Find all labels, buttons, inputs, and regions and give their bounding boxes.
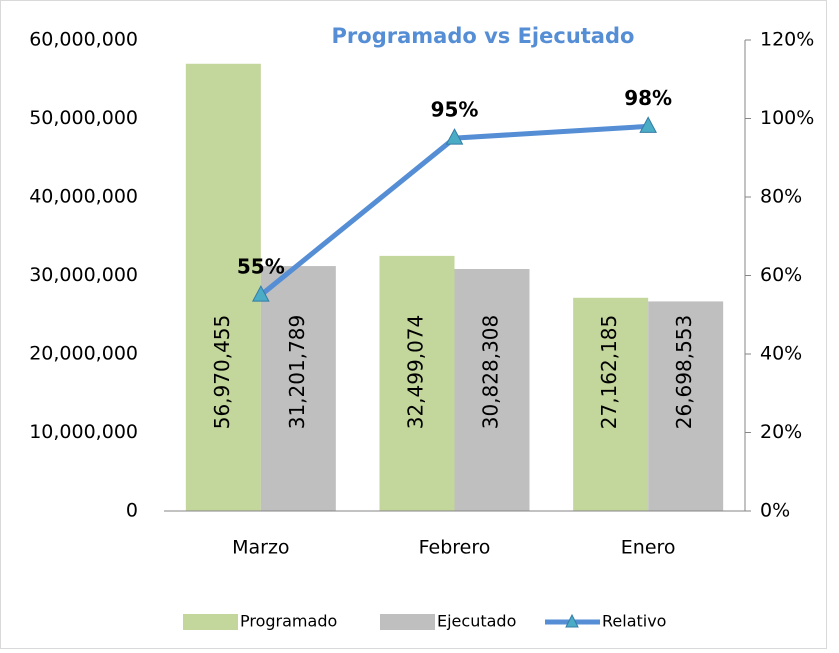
y2-tick-label: 20% xyxy=(760,421,802,443)
y-tick-label: 10,000,000 xyxy=(29,421,138,443)
legend-label: Relativo xyxy=(602,612,666,631)
x-tick-label: Enero xyxy=(621,537,676,559)
line-marker xyxy=(251,285,270,302)
line-value-label: 98% xyxy=(624,86,672,110)
y-tick-label: 50,000,000 xyxy=(29,107,138,129)
bar-value-label: 56,970,455 xyxy=(210,315,234,430)
bar xyxy=(648,301,724,511)
y2-tick-label: 0% xyxy=(760,500,790,522)
y-tick-label: 20,000,000 xyxy=(29,343,138,365)
bar xyxy=(573,297,649,511)
bar-value-label: 27,162,185 xyxy=(597,315,621,430)
y-tick-label: 30,000,000 xyxy=(29,264,138,286)
bar-value-label: 26,698,553 xyxy=(672,315,696,430)
legend-swatch xyxy=(183,614,238,630)
bar xyxy=(185,63,261,512)
y2-tick-label: 80% xyxy=(760,186,802,208)
x-tick-label: Marzo xyxy=(232,537,289,559)
line-marker xyxy=(639,116,658,133)
legend-swatch xyxy=(380,614,435,630)
bar-value-label: 31,201,789 xyxy=(285,315,309,430)
line-marker xyxy=(445,128,464,145)
bar xyxy=(454,268,530,511)
y2-tick-label: 60% xyxy=(760,264,802,286)
y-tick-label: 60,000,000 xyxy=(29,29,138,51)
legend-label: Programado xyxy=(240,612,337,631)
y2-tick-label: 120% xyxy=(760,29,814,51)
legend-marker xyxy=(565,613,579,628)
y2-tick-label: 100% xyxy=(760,107,814,129)
bar-value-label: 32,499,074 xyxy=(404,315,428,430)
legend-label: Ejecutado xyxy=(437,612,516,631)
x-tick-label: Febrero xyxy=(419,537,491,559)
bar xyxy=(379,255,455,511)
bar xyxy=(260,266,336,511)
line-value-label: 55% xyxy=(237,255,285,279)
y-tick-label: 40,000,000 xyxy=(29,186,138,208)
chart-title: Programado vs Ejecutado xyxy=(332,24,635,48)
y-tick-label: 0 xyxy=(126,500,138,522)
bar-value-label: 30,828,308 xyxy=(479,315,503,430)
y2-tick-label: 40% xyxy=(760,343,802,365)
line-value-label: 95% xyxy=(431,98,479,122)
